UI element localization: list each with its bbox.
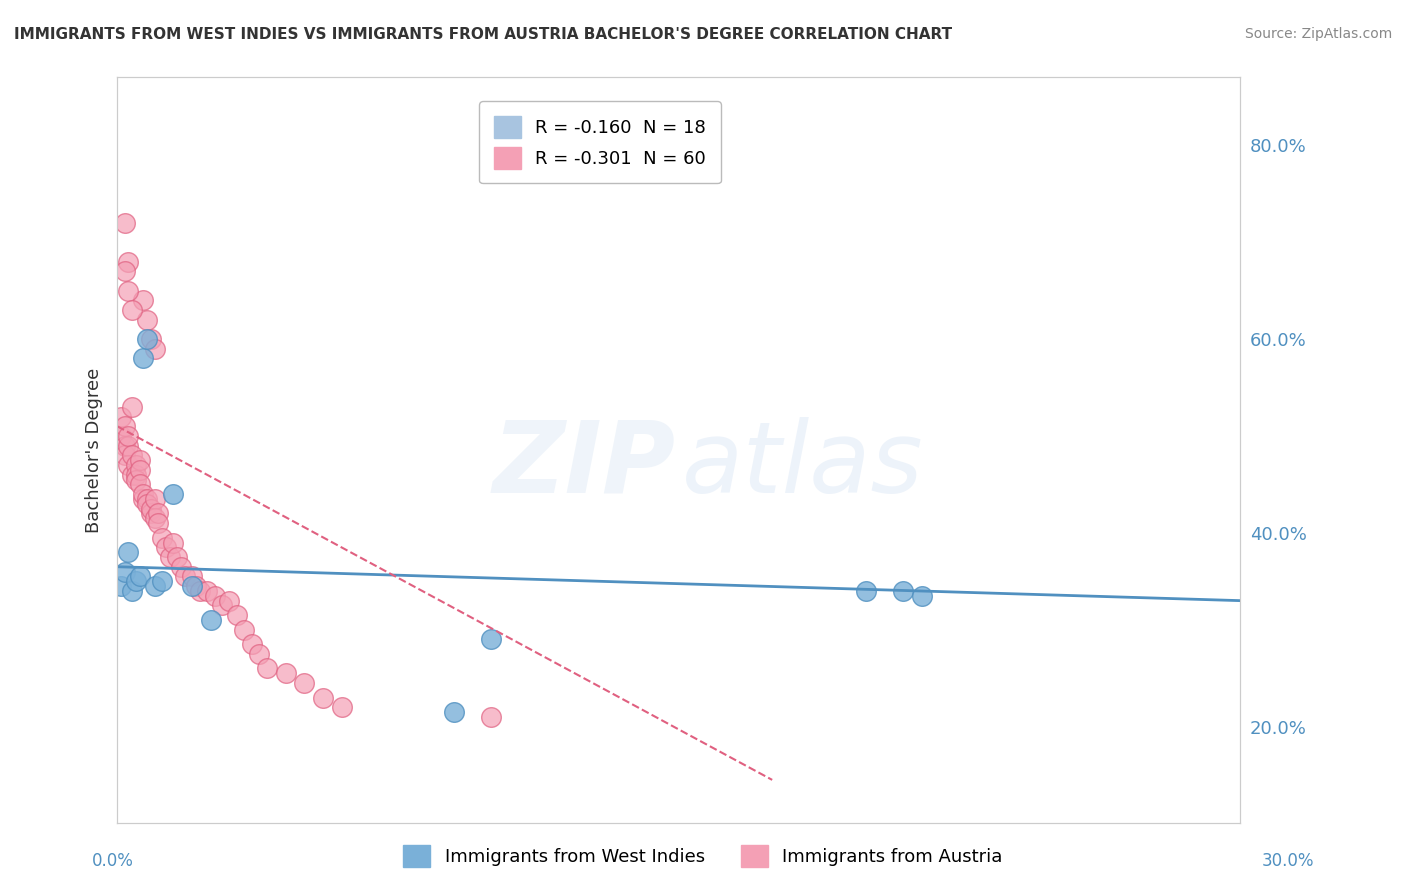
Point [312, 690, 335, 705]
Point [211, 599, 233, 613]
Point [139, 507, 162, 521]
Point [117, 284, 139, 298]
Text: atlas: atlas [682, 417, 924, 514]
Point [188, 583, 211, 598]
Point [143, 491, 166, 506]
Point [481, 632, 503, 647]
Point [150, 574, 173, 589]
Point [204, 589, 226, 603]
Text: IMMIGRANTS FROM WEST INDIES VS IMMIGRANTS FROM AUSTRIA BACHELOR'S DEGREE CORRELA: IMMIGRANTS FROM WEST INDIES VS IMMIGRANT… [14, 27, 952, 42]
Point [117, 254, 139, 268]
Point [274, 666, 297, 681]
Text: 30.0%: 30.0% [1263, 852, 1315, 870]
Point [184, 579, 207, 593]
Point [139, 332, 162, 346]
Point [143, 579, 166, 593]
Point [159, 549, 181, 564]
Point [443, 705, 465, 719]
Point [139, 501, 162, 516]
Point [891, 583, 914, 598]
Point [125, 467, 148, 482]
Point [132, 351, 155, 366]
Point [128, 477, 150, 491]
Point [121, 467, 143, 482]
Point [110, 579, 132, 593]
Point [170, 559, 193, 574]
Point [117, 429, 139, 443]
Point [181, 569, 204, 583]
Point [226, 608, 249, 623]
Point [125, 458, 148, 472]
Point [240, 637, 263, 651]
Point [121, 303, 143, 318]
Point [200, 613, 222, 627]
Point [110, 429, 132, 443]
Point [114, 264, 136, 278]
Point [150, 531, 173, 545]
Point [233, 623, 256, 637]
Point [911, 589, 934, 603]
Point [249, 647, 271, 661]
Point [114, 216, 136, 230]
Point [162, 487, 184, 501]
Point [181, 579, 204, 593]
Point [166, 549, 188, 564]
Point [121, 400, 143, 414]
Point [195, 583, 218, 598]
Point [114, 448, 136, 462]
Point [136, 497, 159, 511]
Point [121, 448, 143, 462]
Point [121, 583, 143, 598]
Y-axis label: Bachelor's Degree: Bachelor's Degree [86, 368, 103, 533]
Point [155, 541, 177, 555]
Point [132, 487, 155, 501]
Point [256, 661, 278, 675]
Point [330, 700, 353, 714]
Point [136, 491, 159, 506]
Point [132, 293, 155, 308]
Point [128, 569, 150, 583]
Legend: Immigrants from West Indies, Immigrants from Austria: Immigrants from West Indies, Immigrants … [396, 838, 1010, 874]
Point [132, 491, 155, 506]
Text: 0.0%: 0.0% [91, 852, 134, 870]
Point [114, 565, 136, 579]
Point [117, 439, 139, 453]
Point [136, 332, 159, 346]
Point [162, 535, 184, 549]
Point [292, 676, 315, 690]
Point [173, 569, 195, 583]
Text: Source: ZipAtlas.com: Source: ZipAtlas.com [1244, 27, 1392, 41]
Point [143, 511, 166, 525]
Point [855, 583, 877, 598]
Point [148, 516, 170, 530]
Point [143, 342, 166, 356]
Text: ZIP: ZIP [492, 417, 675, 514]
Legend: R = -0.160  N = 18, R = -0.301  N = 60: R = -0.160 N = 18, R = -0.301 N = 60 [479, 102, 721, 184]
Point [481, 710, 503, 724]
Point [128, 463, 150, 477]
Point [117, 545, 139, 559]
Point [218, 593, 240, 607]
Point [136, 312, 159, 326]
Point [128, 453, 150, 467]
Point [125, 473, 148, 487]
Point [125, 574, 148, 589]
Point [114, 419, 136, 434]
Point [117, 458, 139, 472]
Point [114, 439, 136, 453]
Point [110, 409, 132, 424]
Point [148, 507, 170, 521]
